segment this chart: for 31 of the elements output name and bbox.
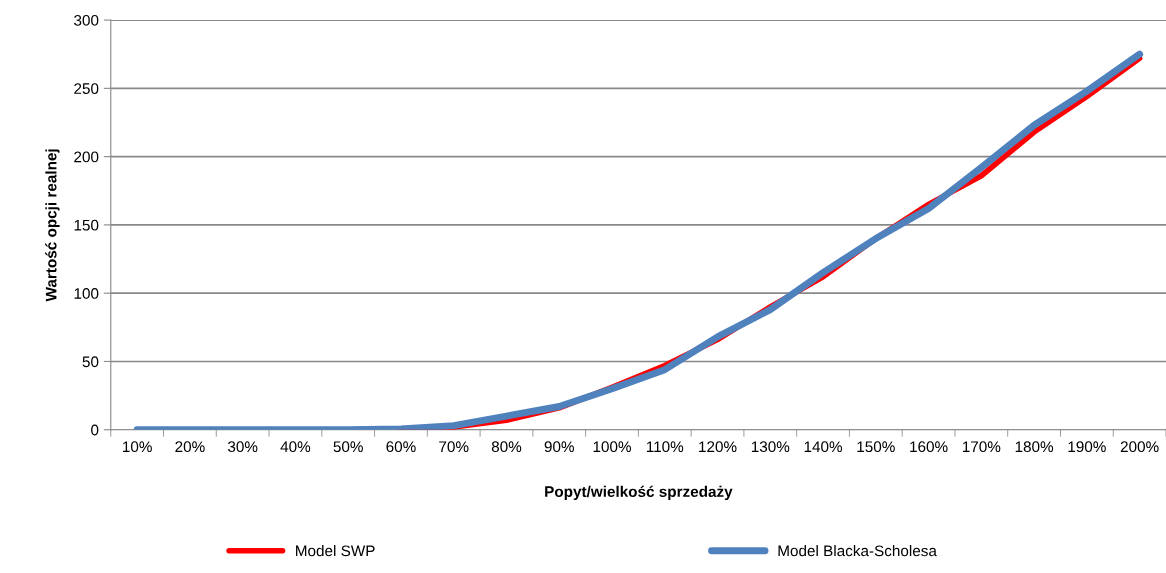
y-tick-label: 250 [74,83,99,95]
y-tick-label: 300 [74,14,99,26]
x-tick-label: 180% [1015,441,1054,453]
x-tick-label: 80% [491,441,522,453]
y-tick-label: 150 [74,219,99,231]
x-tick-label: 170% [962,441,1001,453]
x-tick-label: 200% [1120,441,1159,453]
y-tick-label: 200 [74,151,99,163]
x-tick-label: 100% [593,441,631,453]
x-tick-label: 60% [386,441,416,453]
y-tick-label: 0 [91,424,99,436]
x-tick-label: 40% [280,441,311,453]
x-tick-label: 150% [857,441,895,453]
legend-label: Model SWP [296,545,375,557]
x-tick-label: 50% [333,441,363,453]
x-tick-label: 160% [910,441,948,453]
x-tick-label: 30% [227,441,258,453]
x-tick-label: 140% [804,441,843,453]
x-tick-label: 110% [646,441,684,453]
x-tick-label: 130% [751,441,790,453]
x-tick-label: 20% [175,441,205,453]
legend-label: Model Blacka-Scholesa [778,545,937,557]
x-tick-label: 120% [699,441,737,453]
x-axis-title: Popyt/wielkość sprzedaży [545,485,733,501]
x-tick-label: 10% [123,441,152,453]
y-tick-label: 50 [82,356,99,368]
x-tick-label: 70% [439,441,469,453]
x-tick-label: 190% [1068,441,1106,453]
x-tick-label: 90% [544,441,574,453]
y-tick-label: 100 [74,288,99,299]
y-axis-title: Wartość opcji realnej [45,149,60,302]
